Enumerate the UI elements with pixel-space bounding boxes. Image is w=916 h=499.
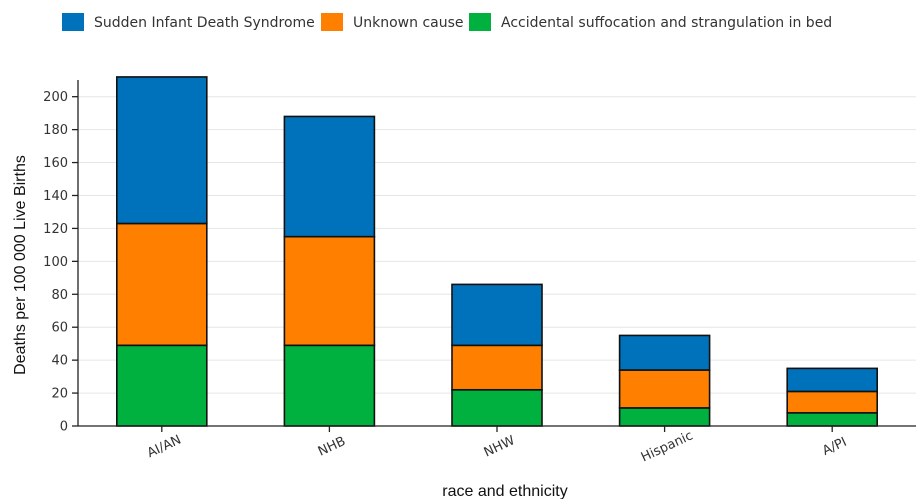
bar-ai-an-unknown-cause: [116, 222, 208, 347]
bar-ai-an-sudden-infant-death-syndrome: [116, 76, 208, 225]
y-tick-label: 200: [43, 90, 68, 105]
x-axis-title: race and ethnicity: [442, 483, 567, 499]
y-tick-label: 180: [43, 123, 68, 138]
y-tick-label: 140: [43, 189, 68, 204]
bar-nhb-unknown-cause: [283, 235, 376, 347]
x-tick-label: NHW: [482, 433, 518, 460]
legend: Sudden Infant Death Syndrome Unknown caus…: [62, 13, 832, 31]
bar-nhw-unknown-cause: [451, 344, 543, 391]
bar-a-pi-sudden-infant-death-syndrome: [786, 367, 879, 393]
y-tick-label: 20: [51, 387, 68, 402]
legend-swatch-sudden-infant-death-syndrome: [62, 13, 84, 31]
legend-label-unknown-cause: Unknown cause: [353, 15, 464, 31]
bar-a-pi-accidental-suffocation-and-strangulation-in-bed: [786, 412, 879, 427]
y-tick-label: 40: [51, 354, 68, 369]
bars: [116, 76, 879, 427]
bar-hispanic-sudden-infant-death-syndrome: [618, 334, 711, 371]
y-tick-label: 120: [43, 222, 68, 237]
x-tick-label: NHB: [316, 434, 348, 460]
y-tick-label: 0: [60, 420, 68, 435]
x-tick-label: Hispanic: [639, 428, 696, 465]
y-axis-title: Deaths per 100 000 Live Births: [12, 155, 29, 375]
y-tick-label: 80: [51, 288, 68, 303]
bar-a-pi-unknown-cause: [786, 390, 879, 414]
legend-swatch-accidental-suffocation-and-strangulation-in-bed: [469, 13, 491, 31]
legend-label-accidental-suffocation-and-strangulation-in-bed: Accidental suffocation and strangulation…: [501, 15, 832, 31]
y-tick-label: 60: [51, 321, 68, 336]
legend-label-sudden-infant-death-syndrome: Sudden Infant Death Syndrome: [94, 15, 315, 31]
legend-swatch-unknown-cause: [321, 13, 343, 31]
x-tick-label: A/PI: [820, 435, 849, 459]
gridlines: [78, 96, 916, 394]
bar-nhb-accidental-suffocation-and-strangulation-in-bed: [283, 344, 376, 427]
axes: [72, 80, 916, 432]
x-tick-label: AI/AN: [145, 432, 184, 461]
y-tick-label: 100: [43, 255, 68, 270]
bar-nhw-sudden-infant-death-syndrome: [451, 283, 543, 347]
bar-ai-an-accidental-suffocation-and-strangulation-in-bed: [116, 344, 208, 427]
bar-hispanic-accidental-suffocation-and-strangulation-in-bed: [618, 407, 711, 427]
bar-nhw-accidental-suffocation-and-strangulation-in-bed: [451, 388, 543, 427]
bar-nhb-sudden-infant-death-syndrome: [283, 115, 376, 238]
bar-hispanic-unknown-cause: [618, 369, 711, 409]
y-tick-label: 160: [43, 156, 68, 171]
